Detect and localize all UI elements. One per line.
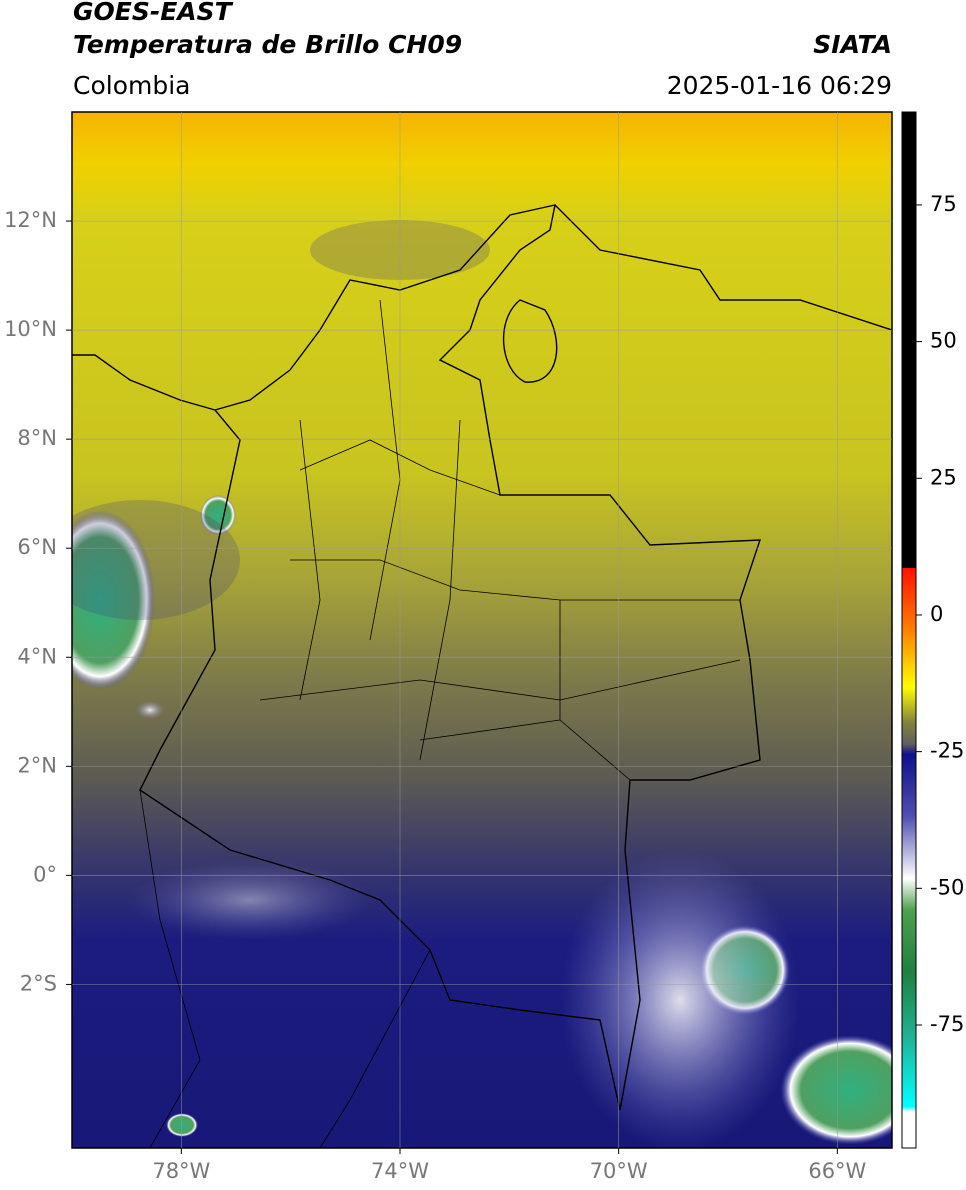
source: SIATA xyxy=(813,30,892,59)
x-tick-label: 74°W xyxy=(371,1159,429,1183)
y-tick-label: 8°N xyxy=(17,426,57,450)
colorbar-tick-label: -75 xyxy=(930,1012,964,1036)
timestamp: 2025-01-16 06:29 xyxy=(667,71,892,100)
cloud xyxy=(166,1113,198,1137)
title: GOES-EAST xyxy=(73,0,234,26)
colorbar-tick-label: 0 xyxy=(930,602,943,626)
coastline xyxy=(72,354,216,411)
colorbar-tick-label: 75 xyxy=(930,192,957,216)
y-tick-label: 0° xyxy=(33,862,57,886)
y-tick-label: 4°N xyxy=(17,644,57,668)
y-tick-label: 10°N xyxy=(4,317,57,341)
x-tick-label: 78°W xyxy=(152,1159,210,1183)
colorbar-tick-label: -50 xyxy=(930,875,964,899)
grid xyxy=(72,112,892,1148)
lake-maracaibo xyxy=(502,299,558,383)
x-tick-label: 66°W xyxy=(808,1159,866,1183)
map-image xyxy=(72,112,892,1148)
cloud xyxy=(200,495,236,535)
cloud xyxy=(780,1035,892,1145)
cloud xyxy=(130,860,370,940)
colorbar xyxy=(901,111,917,1149)
coastline xyxy=(554,204,892,331)
cloud xyxy=(136,701,164,719)
colorbar-tick-label: 50 xyxy=(930,329,957,353)
y-tick-label: 6°N xyxy=(17,535,57,559)
cloud xyxy=(72,500,240,620)
y-tick-label: 2°N xyxy=(17,753,57,777)
x-tick-label: 70°W xyxy=(590,1159,648,1183)
cloud xyxy=(560,850,800,1148)
y-tick-label: 12°N xyxy=(4,208,57,232)
cloud xyxy=(72,510,155,690)
subtitle: Temperatura de Brillo CH09 xyxy=(73,30,462,59)
colorbar-tick-label: -25 xyxy=(930,739,964,763)
colorbar-tick-label: 25 xyxy=(930,465,957,489)
country-border xyxy=(139,789,431,1148)
y-tick-label: 2°S xyxy=(20,971,57,995)
map-frame xyxy=(71,111,893,1149)
region: Colombia xyxy=(73,71,190,100)
